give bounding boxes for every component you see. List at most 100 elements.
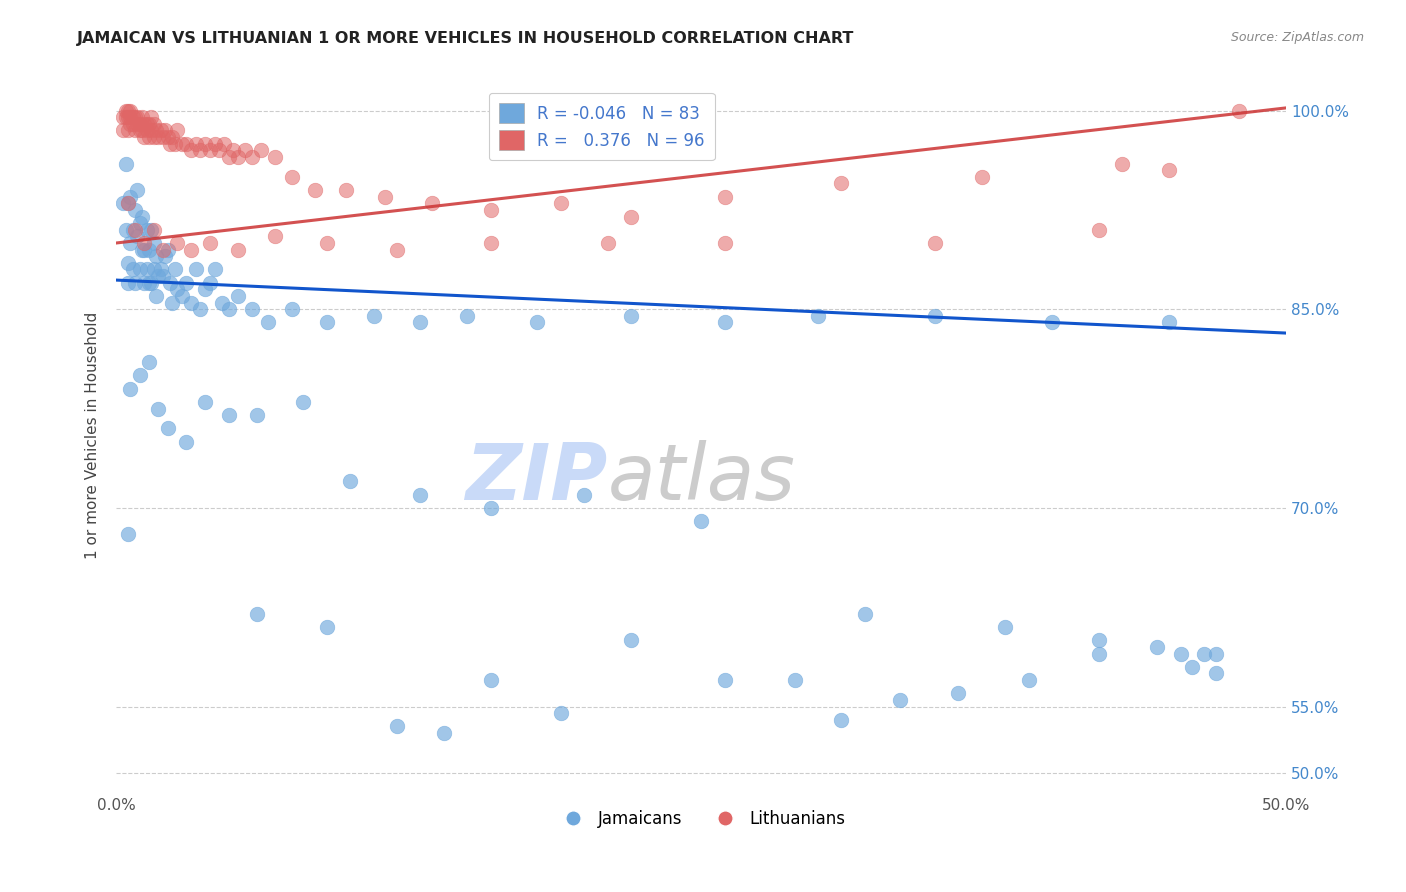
Point [131,123,153,137]
Point [479,673,502,687]
Point [1088,647,1111,661]
Point [550,706,572,721]
Point [194,282,217,296]
Point [159,276,181,290]
Point [156,130,179,145]
Point [112,123,135,137]
Point [374,189,396,203]
Point [156,243,179,257]
Point [120,110,142,124]
Point [204,136,226,151]
Point [240,302,263,317]
Point [148,269,170,284]
Point [218,408,240,422]
Point [149,123,172,137]
Point [121,117,143,131]
Point [335,183,357,197]
Point [385,243,408,257]
Text: Source: ZipAtlas.com: Source: ZipAtlas.com [1230,31,1364,45]
Point [121,223,143,237]
Point [385,719,408,733]
Point [152,130,174,145]
Point [994,620,1017,634]
Point [690,514,713,528]
Point [783,673,806,687]
Legend: Jamaicans, Lithuanians: Jamaicans, Lithuanians [550,803,852,834]
Point [114,110,136,124]
Point [924,235,946,250]
Point [128,123,150,137]
Point [166,123,188,137]
Point [162,130,184,145]
Point [148,401,170,416]
Point [409,316,432,330]
Point [163,262,186,277]
Point [121,262,143,277]
Point [142,117,165,131]
Point [176,276,198,290]
Point [124,202,146,217]
Point [198,276,221,290]
Point [117,527,139,541]
Point [184,136,207,151]
Point [250,143,273,157]
Point [155,123,177,137]
Point [226,150,249,164]
Point [1157,163,1180,178]
Point [112,196,135,211]
Point [176,434,198,449]
Point [240,150,263,164]
Point [156,421,179,435]
Point [1018,673,1040,687]
Point [141,110,163,124]
Point [198,235,221,250]
Point [142,262,165,277]
Point [222,143,245,157]
Point [134,276,156,290]
Point [138,276,160,290]
Point [264,150,287,164]
Point [142,130,165,145]
Point [121,110,143,124]
Point [550,196,572,211]
Point [194,136,217,151]
Point [124,276,146,290]
Point [433,726,456,740]
Point [190,143,212,157]
Point [596,235,619,250]
Point [853,607,876,621]
Point [117,110,139,124]
Point [131,110,153,124]
Point [138,355,160,369]
Point [184,262,207,277]
Point [363,309,385,323]
Point [120,117,142,131]
Point [117,196,139,211]
Point [127,110,149,124]
Point [148,130,170,145]
Point [163,136,186,151]
Point [131,210,153,224]
Point [117,196,139,211]
Point [176,136,198,151]
Point [149,262,172,277]
Point [572,488,595,502]
Point [162,295,184,310]
Point [204,262,226,277]
Point [208,143,231,157]
Point [124,223,146,237]
Point [924,309,946,323]
Point [141,276,163,290]
Point [120,189,142,203]
Point [315,620,337,634]
Point [134,235,156,250]
Point [280,302,302,317]
Point [120,382,142,396]
Point [194,395,217,409]
Point [889,693,911,707]
Point [807,309,830,323]
Text: atlas: atlas [607,440,796,516]
Point [246,607,269,621]
Point [226,243,249,257]
Point [127,229,149,244]
